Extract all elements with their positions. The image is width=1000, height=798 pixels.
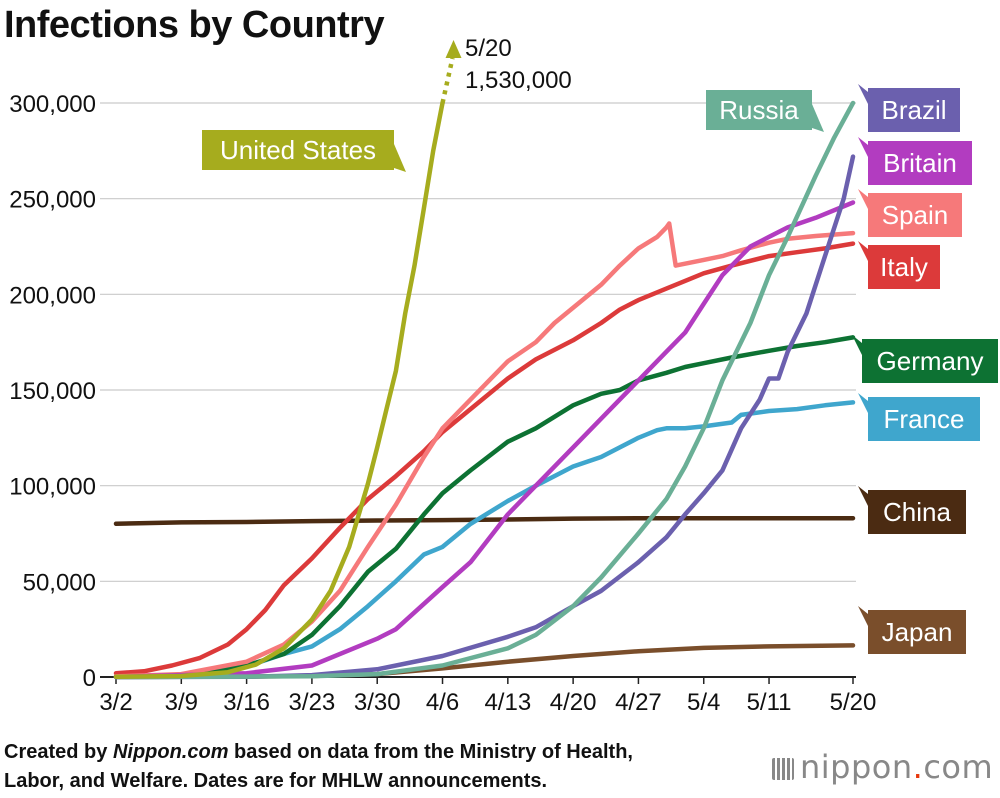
label-text-france: France [884, 404, 965, 434]
label-box-spain [868, 193, 962, 237]
chart-title: Infections by Country [4, 4, 385, 46]
x-tick-label: 4/13 [484, 689, 531, 716]
annotations: 5/20 1,530,000 [440, 35, 572, 104]
label-pointer-china [858, 486, 868, 506]
overflow-date-label: 5/20 [465, 35, 512, 62]
source-nippon-italic: Nippon.com [112, 741, 229, 763]
label-pointer-france [858, 393, 868, 413]
x-tick-label: 3/30 [354, 689, 401, 716]
source-note: Created by Nippon.com based on data from… [4, 738, 633, 796]
x-tick-label: 3/9 [165, 689, 198, 716]
label-text-brazil: Brazil [881, 95, 946, 125]
label-box-germany [862, 339, 998, 383]
x-tick-label: 5/4 [687, 689, 720, 716]
series-line-italy [113, 241, 856, 676]
label-text-germany: Germany [877, 346, 984, 376]
label-pointer-russia [812, 104, 824, 132]
x-tick-label: 5/20 [830, 689, 877, 716]
us-overflow-dotted-line [440, 57, 455, 104]
label-box-italy [868, 245, 940, 289]
y-tick-label: 0 [83, 665, 96, 692]
label-pointer-brazil [858, 84, 868, 104]
label-germany: Germany [852, 335, 998, 383]
nippon-logo-icon [772, 758, 794, 780]
source-note-line-2: Labor, and Welfare. Dates are for MHLW a… [4, 770, 548, 792]
series-line-france [113, 400, 856, 680]
label-pointer-germany [852, 335, 862, 355]
label-box-united-states [202, 130, 394, 170]
axes: 0 50,000 100,000 150,000 200,000 250,000 300,0… [9, 91, 876, 716]
y-tick-label: 200,000 [9, 282, 96, 309]
x-tick-label: 4/27 [615, 689, 662, 716]
label-pointer-italy [858, 241, 868, 261]
series-labels: United States Russia Brazil Britain Spain Ita… [202, 84, 998, 654]
series-line-russia [113, 100, 856, 680]
infections-line-chart: 0 50,000 100,000 150,000 200,000 250,000 300,0… [9, 35, 998, 716]
label-text-italy: Italy [880, 252, 928, 282]
label-text-spain: Spain [882, 200, 949, 230]
y-tick-label: 50,000 [23, 569, 96, 596]
series-line-spain [113, 221, 856, 679]
label-text-britain: Britain [883, 148, 957, 178]
label-box-russia [706, 90, 812, 130]
label-box-china [868, 490, 966, 534]
label-box-brazil [868, 88, 960, 132]
label-text-china: China [883, 497, 951, 527]
x-tick-label: 3/2 [99, 689, 132, 716]
series-lines [113, 100, 856, 680]
series-line-china [113, 515, 856, 526]
label-britain: Britain [858, 137, 972, 185]
label-text-united-states: United States [220, 135, 376, 165]
label-box-japan [868, 610, 966, 654]
y-tick-label: 150,000 [9, 378, 96, 405]
label-text-russia: Russia [719, 95, 799, 125]
label-pointer-japan [858, 606, 868, 626]
label-china: China [858, 486, 966, 534]
series-line-britain [113, 200, 856, 680]
y-tick-label: 250,000 [9, 187, 96, 214]
y-tick-label: 100,000 [9, 474, 96, 501]
label-japan: Japan [858, 606, 966, 654]
label-box-britain [868, 141, 972, 185]
label-brazil: Brazil [858, 84, 960, 132]
label-russia: Russia [706, 90, 824, 132]
label-france: France [858, 393, 980, 441]
label-text-japan: Japan [882, 617, 953, 647]
x-tick-label: 5/11 [747, 689, 792, 716]
label-italy: Italy [858, 241, 940, 289]
series-line-brazil [113, 154, 856, 680]
source-note-line-1: Created by Nippon.com based on data from… [4, 741, 633, 763]
overflow-value-label: 1,530,000 [465, 67, 572, 94]
us-overflow-arrow-icon [445, 40, 462, 58]
y-tick-label: 300,000 [9, 91, 96, 118]
series-line-united-states [113, 100, 445, 680]
x-tick-label: 3/16 [223, 689, 270, 716]
x-tick-label: 4/20 [550, 689, 597, 716]
nippon-logo[interactable]: nippon.com [772, 748, 993, 786]
label-united-states: United States [202, 130, 406, 172]
label-pointer-spain [858, 189, 868, 209]
x-tick-label: 3/23 [289, 689, 336, 716]
label-spain: Spain [858, 189, 962, 237]
label-pointer-britain [858, 137, 868, 157]
label-box-france [868, 397, 980, 441]
x-tick-label: 4/6 [426, 689, 459, 716]
label-pointer-united-states [394, 144, 406, 172]
